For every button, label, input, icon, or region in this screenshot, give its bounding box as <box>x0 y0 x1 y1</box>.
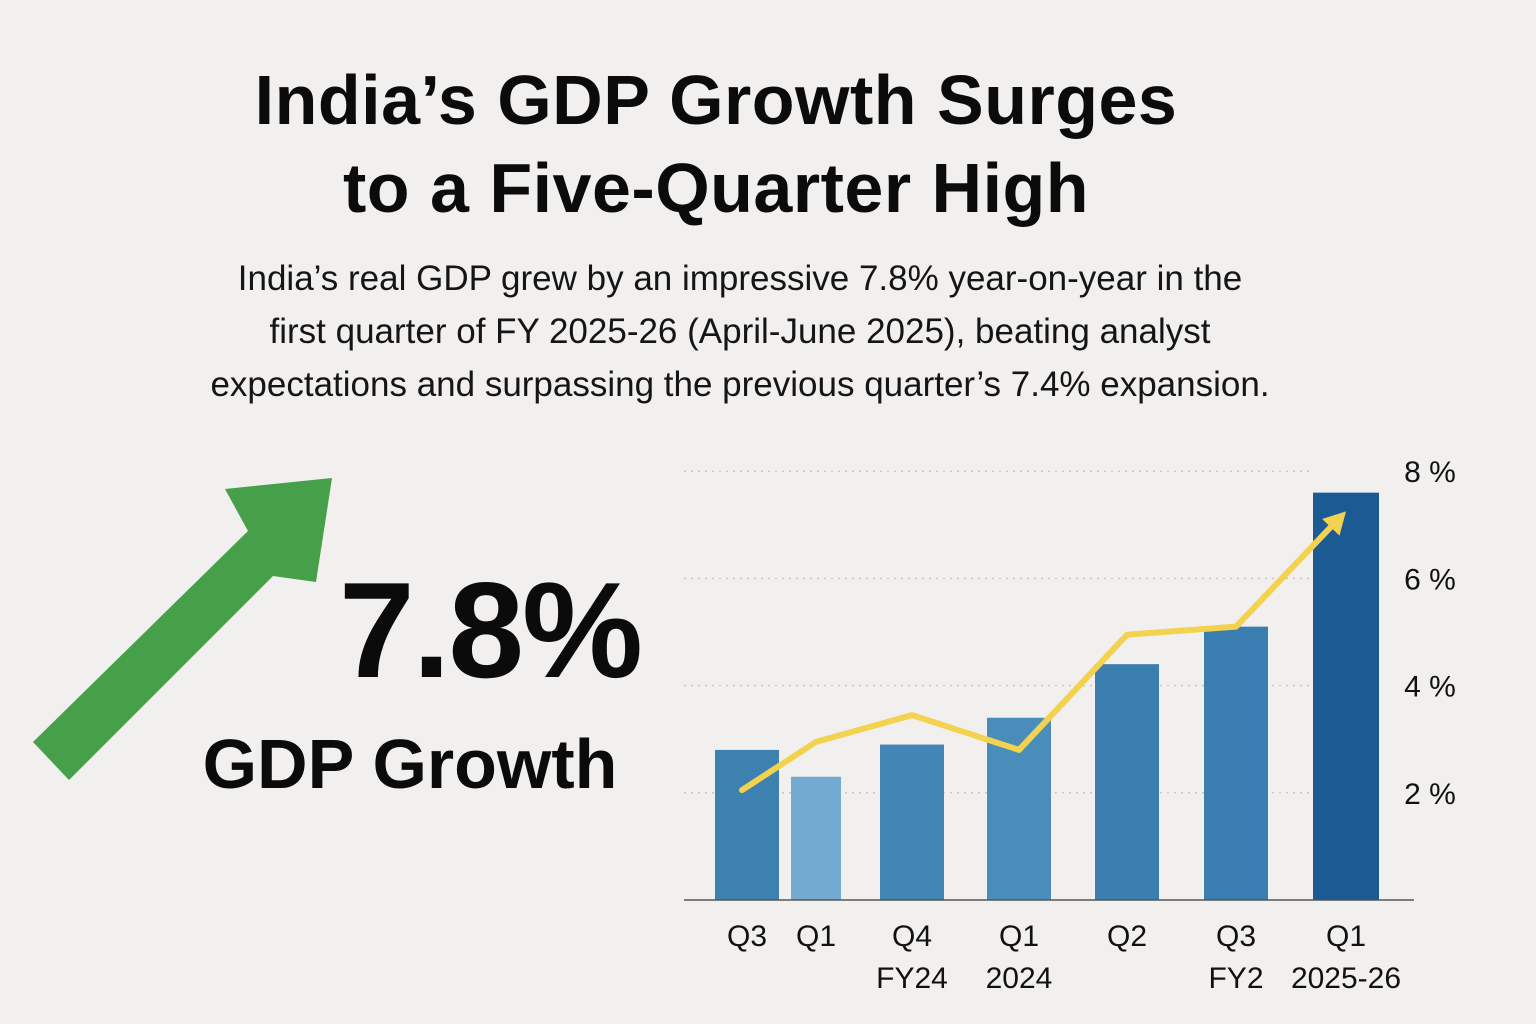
bar-4 <box>1095 664 1159 900</box>
y-tick-label: 4 % <box>1404 671 1456 704</box>
x-tick-label: Q4 <box>892 920 932 953</box>
x-tick-label: Q1 <box>1326 920 1366 953</box>
summary-line-1: India’s real GDP grew by an impressive 7… <box>237 259 1243 298</box>
x-tick-label: Q3 <box>727 920 767 953</box>
headline-line-2: to a Five-Quarter High <box>342 149 1090 227</box>
bar-1 <box>791 776 841 900</box>
x-tick-sublabel: 2025-26 <box>1291 962 1401 995</box>
bar-2 <box>880 744 944 900</box>
headline-line-1: India’s GDP Growth Surges <box>254 61 1178 139</box>
summary-line-2: first quarter of FY 2025-26 (April-June … <box>269 312 1211 351</box>
x-tick-sublabel: FY24 <box>876 962 948 995</box>
growth-value: 7.8% <box>339 554 643 706</box>
trend-line <box>739 516 1341 794</box>
x-tick-sublabel: FY2 <box>1208 962 1263 995</box>
headline: India’s GDP Growth Surges to a Five-Quar… <box>0 56 1432 232</box>
y-tick-label: 2 % <box>1404 778 1456 811</box>
arrow-shape <box>33 478 332 780</box>
summary-paragraph: India’s real GDP grew by an impressive 7… <box>90 252 1390 411</box>
x-tick-label: Q2 <box>1107 920 1147 953</box>
x-tick-label: Q1 <box>999 920 1039 953</box>
growth-label: GDP Growth <box>202 725 618 803</box>
y-axis-ticks: 2 % 4 % 6 % 8 % <box>1404 456 1456 811</box>
x-tick-label: Q3 <box>1216 920 1256 953</box>
bar-series <box>684 492 1414 901</box>
trend-series <box>739 511 1346 794</box>
arrow-up-right-icon <box>33 478 332 780</box>
bar-5 <box>1204 626 1268 900</box>
x-tick-label: Q1 <box>796 920 836 953</box>
y-tick-label: 6 % <box>1404 563 1456 596</box>
x-axis-labels: Q3 Q1 Q4 FY24 Q1 2024 Q2 Q3 FY2 Q1 2025-26 <box>727 920 1401 995</box>
trend-arrowhead <box>1322 511 1346 536</box>
bar-6 <box>1313 492 1379 900</box>
summary-line-3: expectations and surpassing the previous… <box>210 365 1270 404</box>
y-tick-label: 8 % <box>1404 456 1456 489</box>
x-tick-sublabel: 2024 <box>986 962 1053 995</box>
